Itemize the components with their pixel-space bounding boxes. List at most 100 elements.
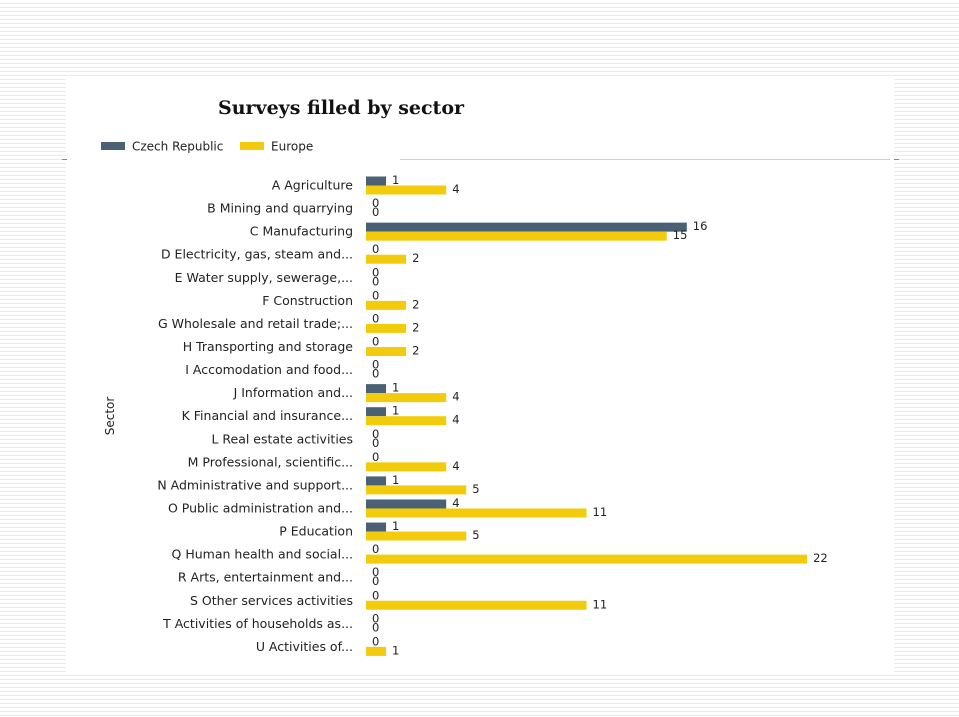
- value-label-czech-republic: 4: [452, 496, 459, 510]
- category-label: A Agriculture: [272, 178, 354, 193]
- value-label-europe: 0: [372, 274, 379, 288]
- value-label-europe: 4: [452, 413, 459, 427]
- value-label-europe: 11: [593, 505, 608, 519]
- bar-czech-republic: [366, 499, 447, 509]
- category-label: D Electricity, gas, steam and...: [161, 247, 353, 262]
- bar-europe: [366, 185, 447, 195]
- value-label-europe: 5: [472, 482, 479, 496]
- category-label: H Transporting and storage: [183, 339, 354, 354]
- category-label: S Other services activities: [190, 593, 353, 608]
- bar-europe: [366, 231, 667, 241]
- value-label-europe: 0: [372, 620, 379, 634]
- value-label-europe: 0: [372, 367, 379, 381]
- category-label: C Manufacturing: [250, 224, 353, 239]
- bar-europe: [366, 646, 387, 656]
- bars: [366, 176, 808, 656]
- category-label: K Financial and insurance...: [182, 408, 353, 423]
- bar-europe: [366, 462, 447, 472]
- category-label: I Accomodation and food...: [185, 362, 353, 377]
- value-label-europe: 2: [412, 251, 419, 265]
- bar-europe: [366, 416, 447, 426]
- value-label-czech-republic: 0: [372, 311, 379, 325]
- value-label-europe: 2: [412, 343, 419, 357]
- legend-swatch-0: [101, 142, 125, 150]
- value-label-europe: 0: [372, 436, 379, 450]
- category-label: L Real estate activities: [211, 431, 353, 446]
- value-label-czech-republic: 0: [372, 358, 379, 372]
- category-label: B Mining and quarrying: [207, 201, 353, 216]
- value-label-czech-republic: 1: [392, 173, 399, 187]
- bar-europe: [366, 508, 587, 518]
- value-label-europe: 0: [372, 574, 379, 588]
- value-label-czech-republic: 0: [372, 565, 379, 579]
- bar-czech-republic: [366, 384, 387, 394]
- bar-europe: [366, 393, 447, 403]
- bar-europe: [366, 600, 587, 610]
- value-label-czech-republic: 0: [372, 334, 379, 348]
- value-label-czech-republic: 0: [372, 288, 379, 302]
- category-label: P Education: [279, 524, 353, 539]
- value-label-czech-republic: 0: [372, 196, 379, 210]
- bar-europe: [366, 300, 407, 310]
- slide-guide-mark-left: [62, 159, 67, 160]
- legend-swatch-1: [240, 142, 264, 150]
- value-label-europe: 4: [452, 390, 459, 404]
- legend: Czech Republic Europe: [101, 140, 313, 154]
- category-label: T Activities of households as...: [162, 616, 353, 631]
- category-label: F Construction: [262, 293, 353, 308]
- value-label-czech-republic: 0: [372, 634, 379, 648]
- bar-czech-republic: [366, 176, 387, 186]
- value-label-czech-republic: 1: [392, 381, 399, 395]
- value-label-europe: 4: [452, 182, 459, 196]
- category-label: E Water supply, sewerage,...: [175, 270, 353, 285]
- bar-chart: Surveys filled by sector Czech Republic E…: [101, 97, 828, 657]
- category-label: U Activities of...: [256, 639, 353, 654]
- value-label-czech-republic: 1: [392, 519, 399, 533]
- category-label: N Administrative and support...: [157, 477, 353, 492]
- legend-label-1: Europe: [271, 140, 313, 154]
- bar-europe: [366, 554, 808, 564]
- value-label-czech-republic: 0: [372, 588, 379, 602]
- y-axis-label: Sector: [103, 397, 117, 436]
- value-label-czech-republic: 0: [372, 611, 379, 625]
- bar-europe: [366, 323, 407, 333]
- value-label-europe: 22: [813, 551, 828, 565]
- category-label: R Arts, entertainment and...: [178, 570, 353, 585]
- legend-label-0: Czech Republic: [132, 140, 223, 154]
- value-label-czech-republic: 1: [392, 473, 399, 487]
- slide-guide-mark-right: [894, 159, 899, 160]
- value-label-czech-republic: 16: [693, 219, 708, 233]
- value-label-europe: 2: [412, 320, 419, 334]
- category-label: M Professional, scientific...: [188, 454, 353, 469]
- bar-europe: [366, 531, 467, 541]
- value-label-czech-republic: 0: [372, 450, 379, 464]
- category-label: G Wholesale and retail trade;...: [158, 316, 353, 331]
- category-label: Q Human health and social...: [172, 547, 353, 562]
- category-label: O Public administration and...: [168, 500, 353, 515]
- bar-czech-republic: [366, 522, 387, 532]
- value-label-europe: 11: [593, 597, 608, 611]
- bar-czech-republic: [366, 407, 387, 417]
- category-label: J Information and...: [233, 385, 353, 400]
- value-label-europe: 5: [472, 528, 479, 542]
- value-label-europe: 1: [392, 643, 399, 657]
- category-labels: A Agriculture B Mining and quarrying C Man…: [157, 178, 353, 654]
- bar-europe: [366, 346, 407, 356]
- value-label-czech-republic: 0: [372, 265, 379, 279]
- bar-czech-republic: [366, 476, 387, 486]
- bar-europe: [366, 254, 407, 264]
- bar-czech-republic: [366, 222, 687, 232]
- bar-europe: [366, 485, 467, 495]
- value-label-europe: 4: [452, 459, 459, 473]
- value-labels: 1400161502000202020014140004154111502200…: [372, 173, 828, 657]
- value-label-europe: 15: [673, 228, 688, 242]
- value-label-europe: 0: [372, 205, 379, 219]
- chart-title: Surveys filled by sector: [218, 97, 465, 119]
- chart-panel: Surveys filled by sector Czech Republic E…: [66, 78, 894, 675]
- value-label-czech-republic: 0: [372, 242, 379, 256]
- value-label-czech-republic: 1: [392, 404, 399, 418]
- slide-guide-line: [400, 159, 890, 160]
- value-label-czech-republic: 0: [372, 427, 379, 441]
- value-label-czech-republic: 0: [372, 542, 379, 556]
- value-label-europe: 2: [412, 297, 419, 311]
